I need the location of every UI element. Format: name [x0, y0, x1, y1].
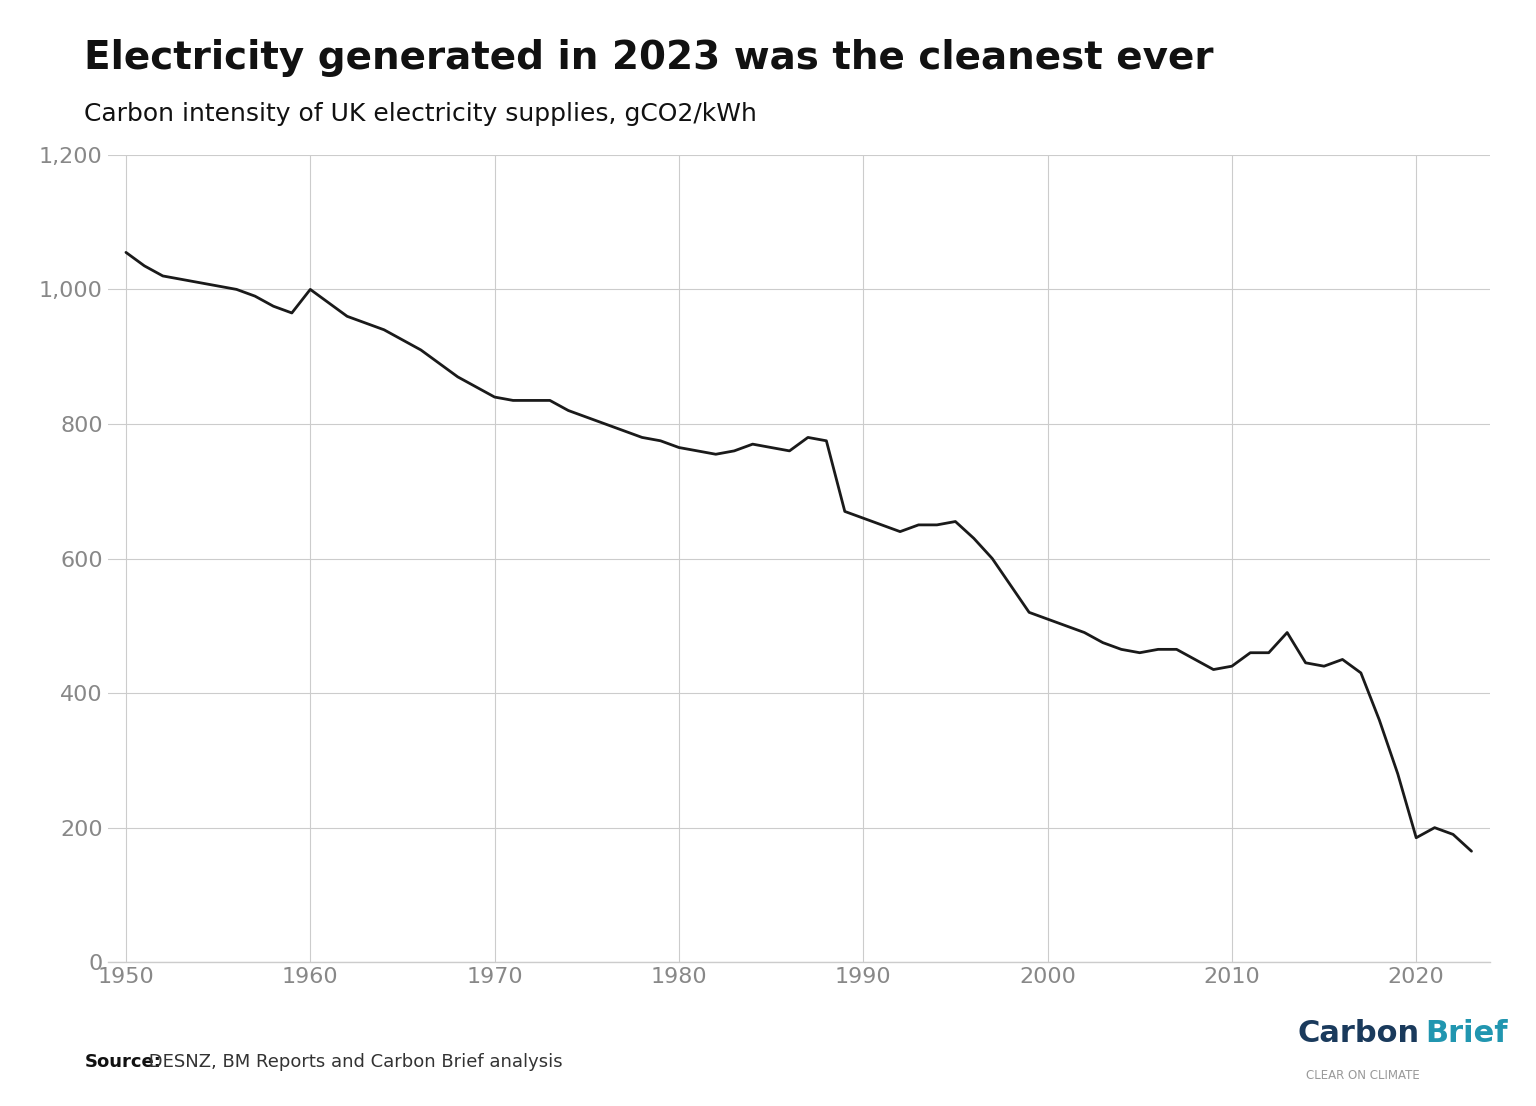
- Text: DESNZ, BM Reports and Carbon Brief analysis: DESNZ, BM Reports and Carbon Brief analy…: [143, 1053, 562, 1071]
- Text: Carbon: Carbon: [1298, 1020, 1421, 1048]
- Text: Source:: Source:: [84, 1053, 161, 1071]
- Text: Carbon intensity of UK electricity supplies, gCO2/kWh: Carbon intensity of UK electricity suppl…: [84, 102, 757, 126]
- Text: Electricity generated in 2023 was the cleanest ever: Electricity generated in 2023 was the cl…: [84, 39, 1213, 76]
- Text: Brief: Brief: [1425, 1020, 1508, 1048]
- Text: CLEAR ON CLIMATE: CLEAR ON CLIMATE: [1306, 1068, 1419, 1082]
